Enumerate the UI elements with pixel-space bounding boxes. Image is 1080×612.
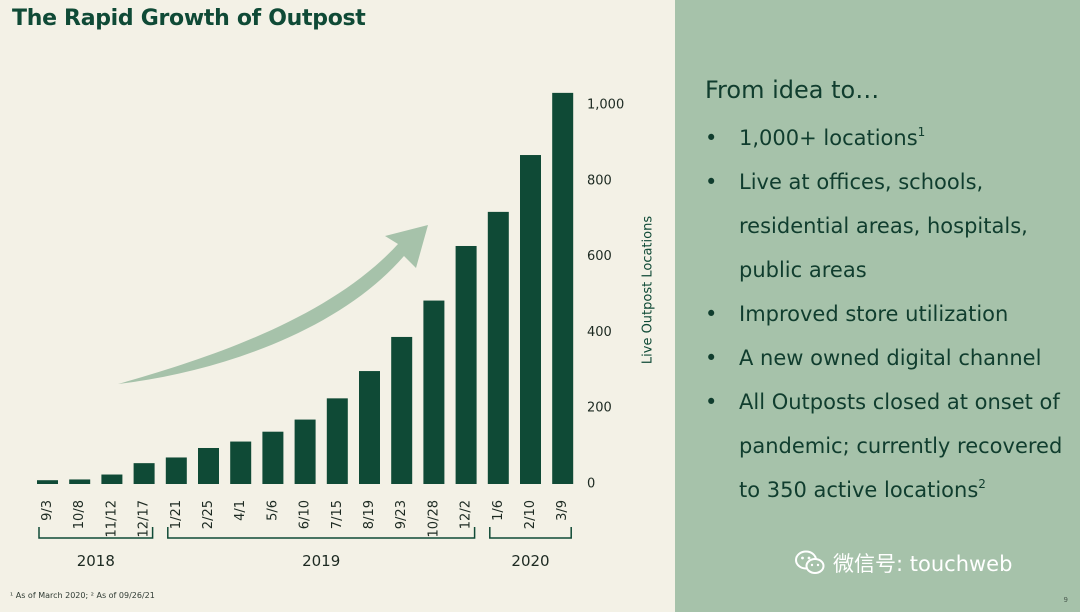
bullet-item: • All Outposts closed at onset of pandemi… <box>705 380 1075 512</box>
footnote-marker: 2 <box>978 477 986 491</box>
bar <box>423 300 445 484</box>
bar <box>326 398 348 484</box>
y-tick-label: 400 <box>587 325 612 340</box>
x-tick-label: 8/19 <box>362 500 377 529</box>
bar <box>520 155 541 484</box>
bar <box>262 431 284 484</box>
y-tick-label: 800 <box>587 173 612 188</box>
growth-arrow <box>118 225 428 384</box>
y-tick-label: 600 <box>587 249 612 264</box>
watermark-text: 微信号: touchweb <box>833 552 1013 576</box>
x-tick-label: 10/8 <box>72 500 87 529</box>
y-tick-label: 200 <box>587 401 612 416</box>
footnote-marker: 1 <box>917 125 926 139</box>
x-tick-label: 6/10 <box>298 500 313 529</box>
y-tick-label: 0 <box>587 477 595 492</box>
x-tick-label: 1/21 <box>169 500 184 529</box>
bar <box>455 245 477 484</box>
bullet-item: • 1,000+ locations1 <box>705 116 1075 160</box>
year-bracket <box>167 527 476 539</box>
slide-title: The Rapid Growth of Outpost <box>12 6 366 31</box>
bullet-text: Improved store utilization <box>739 302 1009 326</box>
bar <box>101 474 123 484</box>
x-tick-label: 7/15 <box>330 500 345 529</box>
bar-chart: 9/3 10/8 11/12 12/17 1/21 2/25 4/1 5/6 6/10 7/15 8… <box>37 92 656 570</box>
bullet-list: • 1,000+ locations1 • Live at offices, scho… <box>705 116 1075 512</box>
bar <box>487 211 509 485</box>
page-number: 9 <box>1063 596 1068 604</box>
bullet-dot: • <box>705 346 718 370</box>
x-tick-label: 10/28 <box>426 500 441 537</box>
x-tick-label: 4/1 <box>233 500 248 521</box>
bar <box>552 92 574 484</box>
x-tick-label: 1/6 <box>491 500 506 521</box>
x-tick-label: 2/25 <box>201 500 216 529</box>
bullet-dot: • <box>705 170 718 194</box>
bar <box>37 480 58 484</box>
bar <box>230 441 252 484</box>
x-tick-label: 5/6 <box>265 500 280 521</box>
x-tick-label: 9/3 <box>40 500 55 521</box>
y-axis-title: Live Outpost Locations <box>641 216 656 364</box>
year-bracket <box>38 527 154 539</box>
x-tick-label: 2/10 <box>523 500 538 529</box>
bar <box>198 447 219 484</box>
panel-heading: From idea to… <box>705 76 880 104</box>
bar <box>391 336 413 484</box>
year-bracket <box>489 527 572 539</box>
bullet-dot: • <box>705 390 718 414</box>
bar <box>69 479 91 484</box>
bullet-dot: • <box>705 126 718 150</box>
bullet-item: • Live at offices, schools, residential a… <box>705 160 1075 292</box>
bar <box>165 457 187 484</box>
wechat-watermark: 微信号: touchweb <box>795 548 1012 578</box>
x-tick-label: 9/23 <box>394 500 409 529</box>
summary-panel: From idea to… • 1,000+ locations1 • Live at… <box>675 0 1080 612</box>
bullet-text: A new owned digital channel <box>739 346 1042 370</box>
bullet-text: All Outposts closed at onset of pandemic… <box>739 390 1063 502</box>
bullet-item: • A new owned digital channel <box>705 336 1075 380</box>
year-label: 2020 <box>511 552 549 570</box>
bar <box>359 371 380 484</box>
bullet-item: • Improved store utilization <box>705 292 1075 336</box>
footnote: ¹ As of March 2020; ² As of 09/26/21 <box>10 591 155 600</box>
bullet-dot: • <box>705 302 718 326</box>
y-tick-label: 1,000 <box>587 98 624 113</box>
year-label: 2019 <box>302 552 340 570</box>
bar <box>294 419 316 484</box>
x-tick-label: 11/12 <box>104 500 119 537</box>
wechat-icon <box>795 550 825 574</box>
x-tick-label: 12/17 <box>137 500 152 537</box>
x-tick-label: 12/2 <box>459 500 474 529</box>
bullet-text: 1,000+ locations <box>739 126 918 150</box>
year-label: 2018 <box>77 552 115 570</box>
x-tick-label: 3/9 <box>555 500 570 521</box>
bullet-text: Live at offices, schools, residential ar… <box>739 170 1028 282</box>
bar <box>133 463 155 484</box>
